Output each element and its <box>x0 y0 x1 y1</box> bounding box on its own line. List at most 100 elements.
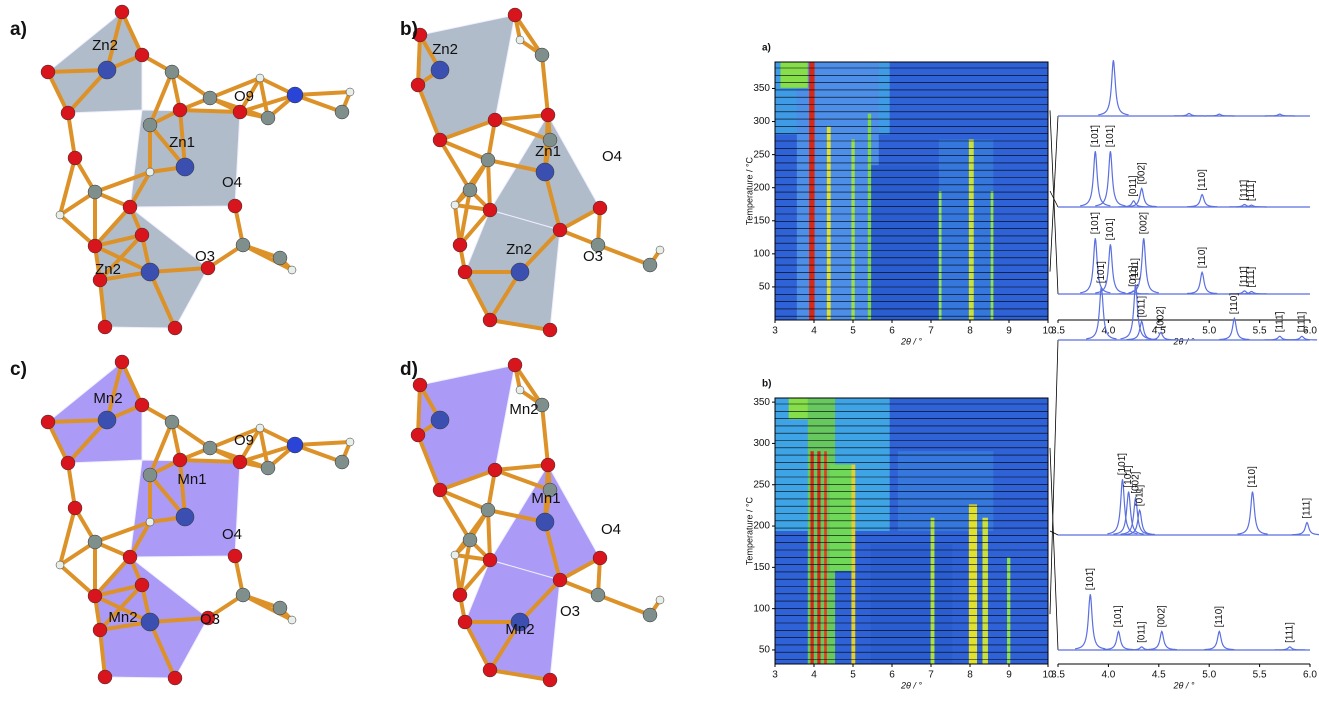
atom-ball <box>481 503 495 517</box>
atom-label: O4 <box>601 521 621 538</box>
atom-ball <box>483 203 497 217</box>
atom-label: Mn2 <box>505 621 534 638</box>
atom-ball <box>141 263 159 281</box>
y-tick-label: 50 <box>759 282 771 293</box>
atom-ball <box>98 61 116 79</box>
x-tick-label: 4 <box>811 670 817 681</box>
bond <box>295 92 350 95</box>
atom-ball <box>656 246 664 254</box>
atom-label: Zn2 <box>92 37 118 54</box>
peak <box>1292 523 1319 535</box>
structure <box>41 355 354 685</box>
contour-region <box>830 465 852 571</box>
atom-ball <box>433 483 447 497</box>
x-tick-label: 5.0 <box>1202 326 1216 337</box>
peak <box>1219 318 1249 339</box>
atom-label: Mn1 <box>177 471 206 488</box>
y-tick-label: 300 <box>753 116 770 127</box>
contour-region <box>939 139 994 320</box>
bond <box>295 442 350 445</box>
bond <box>598 595 650 615</box>
atom-ball <box>511 263 529 281</box>
contour-region <box>780 62 807 88</box>
peak-label: [110] <box>1229 293 1240 315</box>
atom-ball <box>256 424 264 432</box>
atom-ball <box>256 74 264 82</box>
peak-label: [111] <box>1246 180 1257 201</box>
structure <box>41 5 354 335</box>
atom-label: O9 <box>234 88 254 105</box>
panel-label: a) <box>10 19 27 40</box>
contour-region <box>931 518 935 664</box>
x-axis-label: 2θ / ° <box>1173 680 1195 690</box>
peak-label: [101] <box>1113 605 1124 627</box>
peak-label: [110] <box>1247 466 1258 488</box>
y-tick-label: 200 <box>753 521 770 532</box>
y-tick-label: 300 <box>753 438 770 449</box>
atom-ball <box>593 201 607 215</box>
atom-ball <box>463 533 477 547</box>
peak-label: [011] <box>1136 296 1147 318</box>
y-tick-label: 350 <box>753 397 770 408</box>
atom-ball <box>483 313 497 327</box>
atom-ball <box>411 78 425 92</box>
x-tick-label: 5.0 <box>1202 670 1216 681</box>
atom-ball <box>431 411 449 429</box>
x-tick-label: 5.5 <box>1253 326 1267 337</box>
peak <box>1187 272 1217 293</box>
peak-label: [101̄] <box>1090 125 1101 147</box>
contour-region <box>868 114 871 320</box>
peak-label: [002] <box>1138 212 1149 234</box>
atom-ball <box>168 671 182 685</box>
peak-label: [110] <box>1197 169 1208 191</box>
atom-ball <box>458 615 472 629</box>
panel-label: b) <box>400 19 418 40</box>
peak <box>1103 631 1133 649</box>
x-tick-label: 6.0 <box>1303 670 1317 681</box>
atom-ball <box>463 183 477 197</box>
atom-ball <box>261 461 275 475</box>
peak-label: [101] <box>1130 258 1141 280</box>
x-tick-label: 4.0 <box>1101 670 1115 681</box>
atom-ball <box>176 158 194 176</box>
x-tick-label: 5 <box>850 326 856 337</box>
atom-ball <box>143 118 157 132</box>
atom-ball <box>488 463 502 477</box>
contour-region <box>871 544 953 664</box>
peak-label: [101] <box>1105 218 1116 240</box>
peak-label: [111] <box>1302 498 1313 519</box>
atom-ball <box>141 613 159 631</box>
atom-ball <box>115 355 129 369</box>
x-tick-label: 4.5 <box>1152 670 1166 681</box>
contour-region <box>851 465 855 665</box>
atom-ball <box>516 386 524 394</box>
atom-label: O4 <box>602 148 622 165</box>
atom-ball <box>61 456 75 470</box>
bond <box>180 460 240 462</box>
x-tick-label: 8 <box>967 670 973 681</box>
contour-region <box>898 451 994 531</box>
y-axis-label: Temperature / °C <box>744 496 754 565</box>
x-tick-label: 9 <box>1006 670 1012 681</box>
atom-ball <box>203 441 217 455</box>
contour-region <box>982 518 987 664</box>
page: a)Zn2Zn1O9O4Zn2O3b)Zn2Zn1O4Zn2O3c)Mn2Mn1… <box>0 0 1319 704</box>
atom-ball <box>261 111 275 125</box>
bond <box>488 160 490 210</box>
atom-ball <box>335 455 349 469</box>
atom-ball <box>233 455 247 469</box>
bond <box>542 405 548 465</box>
peak-label: [011] <box>1134 484 1145 506</box>
bond <box>495 465 548 470</box>
atom-ball <box>143 468 157 482</box>
atom-ball <box>236 588 250 602</box>
atom-label: O4 <box>222 526 242 543</box>
atom-ball <box>543 323 557 337</box>
contour-region <box>1007 558 1010 664</box>
atom-ball <box>287 87 303 103</box>
atom-ball <box>411 428 425 442</box>
x-tick-label: 6 <box>889 670 895 681</box>
atom-label: Zn2 <box>506 241 532 258</box>
peak-label: [002] <box>1136 162 1147 184</box>
atom-ball <box>123 200 137 214</box>
